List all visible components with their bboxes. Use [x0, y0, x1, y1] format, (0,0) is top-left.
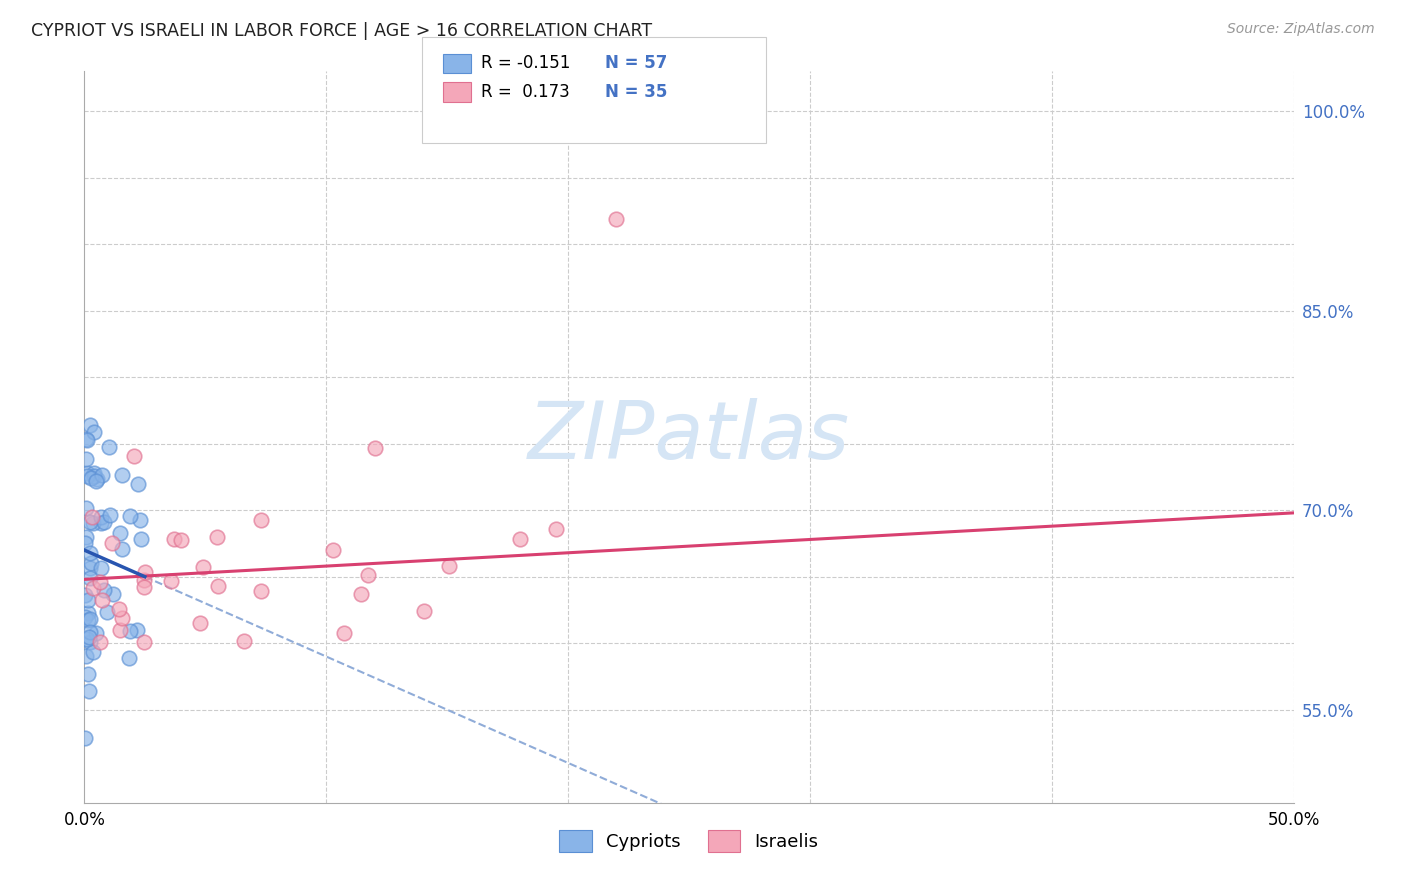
Point [76, 606, 98, 620]
Point [82, 581, 104, 595]
Point [73, 588, 96, 602]
Point [90, 516, 112, 530]
Point [79, 417, 101, 432]
Point [118, 650, 141, 665]
Point [322, 542, 344, 557]
Point [77, 613, 100, 627]
Text: Source: ZipAtlas.com: Source: ZipAtlas.com [1227, 22, 1375, 37]
Point [79, 624, 101, 639]
Point [73, 731, 96, 745]
Point [76, 469, 98, 483]
Point [86, 474, 108, 488]
Point [75, 501, 97, 516]
Point [84, 625, 107, 640]
Point [75, 452, 97, 467]
Point [76, 592, 98, 607]
Point [79, 561, 101, 575]
Point [191, 559, 214, 574]
Point [250, 513, 273, 527]
Point [207, 579, 229, 593]
Point [82, 516, 104, 530]
Point [97, 440, 120, 454]
Point [108, 623, 131, 637]
Point [89, 574, 111, 589]
Text: R =  0.173: R = 0.173 [481, 83, 569, 101]
Point [101, 587, 124, 601]
Point [134, 634, 156, 648]
Point [86, 472, 108, 486]
Point [76, 632, 98, 646]
Point [333, 626, 356, 640]
Point [125, 623, 148, 637]
Text: N = 57: N = 57 [605, 54, 666, 72]
Point [232, 634, 254, 648]
Point [128, 512, 150, 526]
Point [412, 604, 434, 618]
Point [170, 533, 193, 548]
Point [79, 516, 101, 530]
Point [159, 574, 181, 589]
Point [75, 433, 97, 447]
Point [127, 477, 149, 491]
Point [90, 561, 112, 575]
Point [544, 522, 567, 536]
Point [108, 525, 131, 540]
Legend: Cypriots, Israelis: Cypriots, Israelis [553, 823, 825, 860]
Point [101, 536, 124, 550]
Point [89, 634, 111, 648]
Point [77, 630, 100, 644]
Point [91, 593, 114, 607]
Text: CYPRIOT VS ISRAELI IN LABOR FORCE | AGE > 16 CORRELATION CHART: CYPRIOT VS ISRAELI IN LABOR FORCE | AGE … [31, 22, 652, 40]
Point [93, 582, 115, 597]
Point [79, 571, 101, 585]
Point [111, 542, 134, 557]
Point [79, 546, 101, 560]
Point [363, 442, 385, 456]
Text: ZIPatlas: ZIPatlas [527, 398, 851, 476]
Point [82, 645, 104, 659]
Point [108, 601, 131, 615]
Point [93, 515, 115, 529]
Point [120, 624, 142, 638]
Point [73, 536, 96, 550]
Point [91, 468, 114, 483]
Point [90, 509, 112, 524]
Point [75, 648, 97, 663]
Point [132, 573, 155, 587]
Text: N = 35: N = 35 [605, 83, 666, 101]
Point [76, 434, 98, 448]
Point [79, 471, 101, 485]
Point [98, 508, 121, 522]
Point [122, 449, 145, 463]
Point [79, 634, 101, 648]
Point [605, 211, 627, 226]
Point [83, 425, 105, 439]
Point [83, 466, 105, 480]
Point [83, 469, 105, 483]
Point [96, 605, 118, 619]
Point [509, 533, 531, 547]
Point [357, 568, 380, 582]
Point [75, 530, 97, 544]
Point [79, 612, 101, 626]
Point [111, 468, 134, 483]
Point [207, 530, 229, 544]
Point [80, 510, 103, 524]
Point [350, 587, 373, 601]
Point [249, 583, 271, 598]
Point [134, 580, 156, 594]
Point [163, 532, 186, 546]
Point [80, 556, 103, 570]
Point [129, 532, 152, 546]
Point [120, 509, 142, 524]
Point [75, 609, 97, 624]
Point [134, 565, 156, 579]
Point [76, 466, 98, 480]
Point [79, 683, 101, 698]
Point [110, 611, 132, 625]
Point [188, 615, 211, 630]
Text: R = -0.151: R = -0.151 [481, 54, 571, 72]
Point [76, 666, 98, 681]
Point [437, 558, 460, 573]
